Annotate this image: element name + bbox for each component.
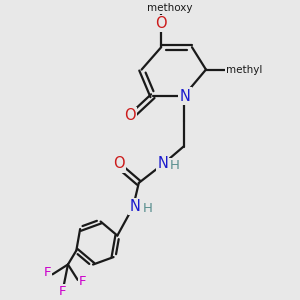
Text: F: F (44, 266, 51, 279)
Text: N: N (157, 156, 168, 171)
Text: O: O (155, 16, 167, 31)
Text: N: N (129, 199, 140, 214)
Text: O: O (124, 108, 136, 123)
Text: H: H (142, 202, 152, 215)
Text: methyl: methyl (226, 64, 262, 75)
Text: N: N (179, 89, 191, 104)
Text: F: F (79, 275, 86, 288)
Text: O: O (113, 156, 124, 171)
Text: methoxy: methoxy (147, 3, 192, 13)
Text: F: F (58, 285, 66, 298)
Text: H: H (170, 159, 180, 172)
